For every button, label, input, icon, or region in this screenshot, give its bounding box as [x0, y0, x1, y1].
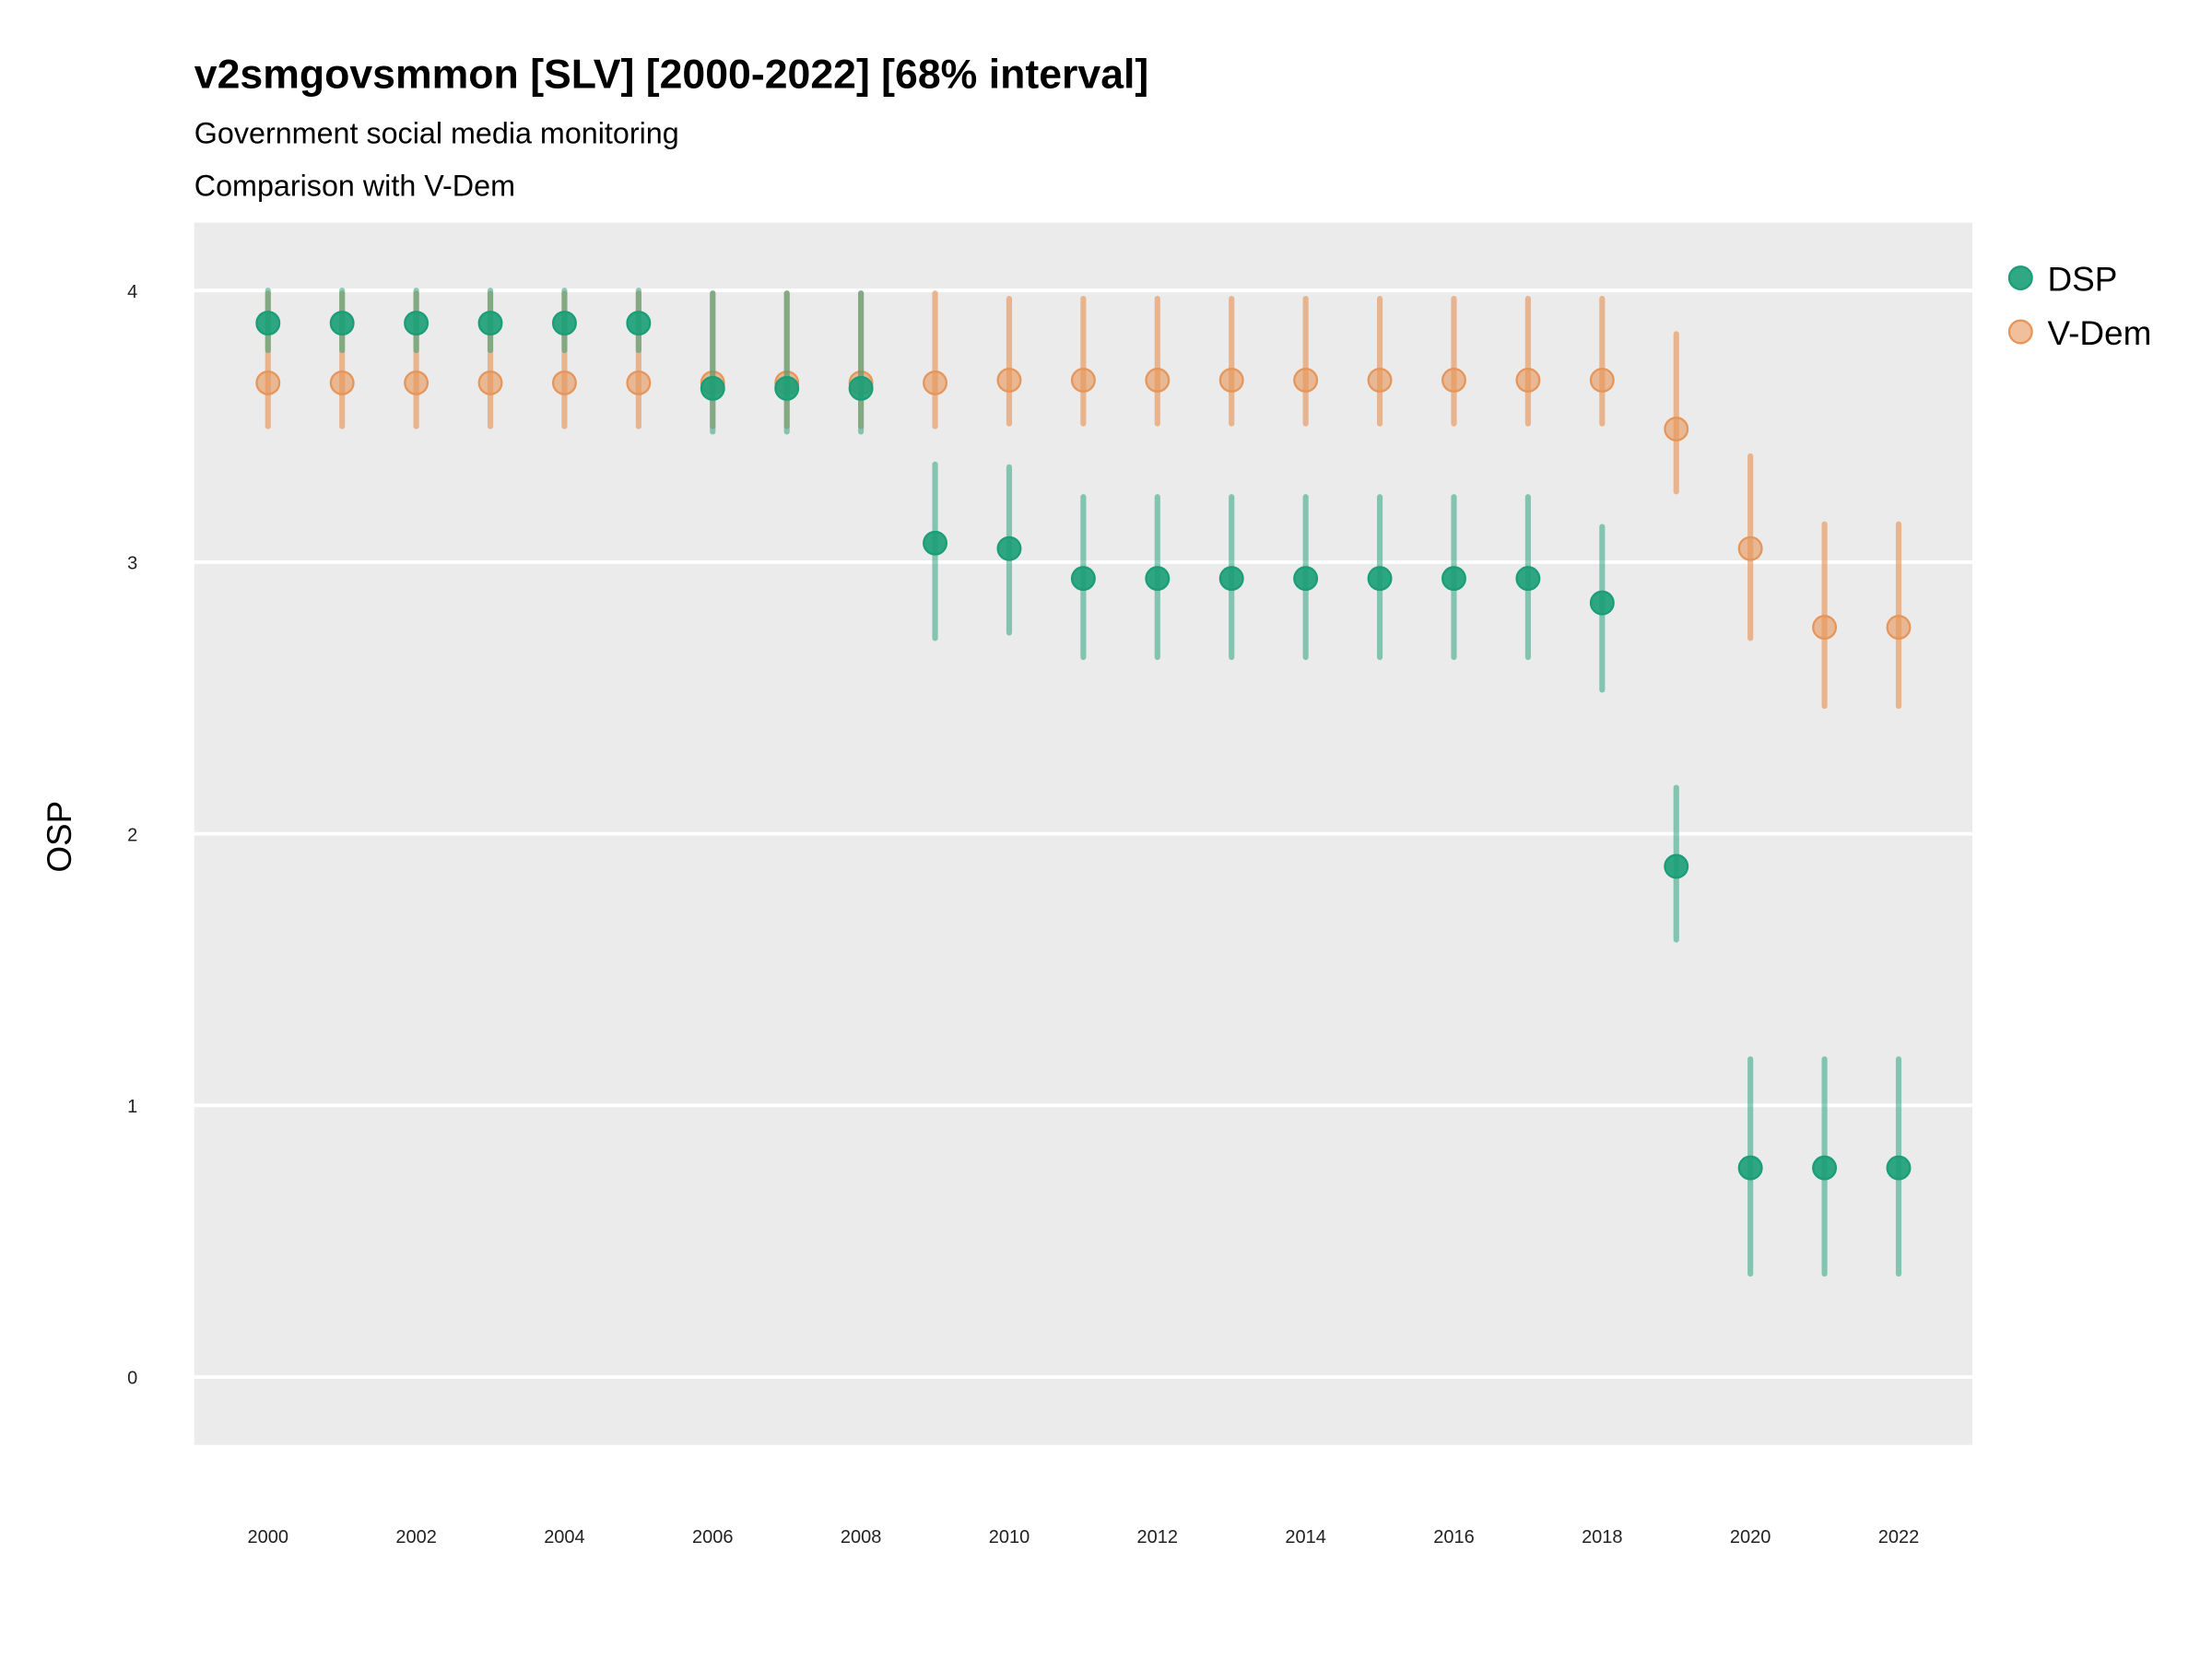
x-tick-label: 2006: [692, 1527, 733, 1547]
x-tick-label: 2000: [248, 1527, 289, 1547]
vdem-point: [1293, 368, 1319, 393]
dsp-point: [1441, 566, 1466, 592]
vdem-point: [329, 370, 355, 395]
vdem-point: [404, 370, 429, 395]
dsp-point: [996, 535, 1022, 561]
legend-marker-dsp: [2007, 265, 2033, 290]
dsp-point: [551, 311, 577, 336]
legend-marker-vdem: [2007, 319, 2033, 345]
dsp-point: [923, 530, 948, 556]
vdem-point: [1664, 417, 1689, 441]
dsp-point: [1145, 566, 1171, 592]
x-tick-label: 2016: [1433, 1527, 1475, 1547]
vdem-point: [1441, 368, 1466, 393]
vdem-point: [1886, 615, 1912, 641]
dsp-point: [1070, 566, 1096, 592]
dsp-point: [1812, 1155, 1838, 1181]
x-tick-label: 2012: [1137, 1527, 1179, 1547]
x-tick-label: 2004: [544, 1527, 585, 1547]
chart-subtitle: Government social media monitoring: [194, 116, 679, 149]
vdem-point: [1218, 368, 1244, 393]
dsp-point: [1737, 1155, 1763, 1181]
x-tick-label: 2020: [1730, 1527, 1771, 1547]
dsp-point: [848, 375, 874, 401]
x-tick-label: 2022: [1878, 1527, 1920, 1547]
dsp-point: [1367, 566, 1393, 592]
dsp-point: [1664, 853, 1689, 879]
y-tick-label: 1: [127, 1097, 137, 1117]
vdem-point: [551, 370, 577, 395]
dsp-point: [700, 375, 725, 401]
vdem-point: [255, 370, 281, 395]
y-tick-label: 4: [127, 282, 137, 302]
dsp-point: [1218, 566, 1244, 592]
vdem-point: [923, 370, 948, 395]
vdem-point: [1367, 368, 1393, 393]
chart-caption: Comparison with V-Dem: [194, 169, 515, 202]
dsp-point: [477, 311, 503, 336]
vdem-point: [996, 368, 1022, 393]
dsp-point: [1589, 590, 1615, 616]
x-tick-label: 2002: [395, 1527, 436, 1547]
dsp-point: [404, 311, 429, 336]
y-axis-label: OSP: [41, 801, 78, 873]
x-tick-label: 2018: [1582, 1527, 1623, 1547]
y-tick-label: 0: [127, 1369, 137, 1389]
vdem-point: [477, 370, 503, 395]
legend: DSP V-Dem: [2007, 260, 2152, 352]
x-tick-label: 2010: [989, 1527, 1030, 1547]
vdem-point: [1737, 535, 1763, 561]
dsp-point: [626, 311, 652, 336]
dsp-point: [255, 311, 281, 336]
legend-label-vdem: V-Dem: [2048, 314, 2152, 352]
vdem-point: [1070, 368, 1096, 393]
vdem-point: [1145, 368, 1171, 393]
chart-title: v2smgovsmmon [SLV] [2000-2022] [68% inte…: [194, 52, 1149, 97]
vdem-point: [626, 370, 652, 395]
dsp-point: [1293, 566, 1319, 592]
x-tick-label: 2008: [841, 1527, 882, 1547]
vdem-point: [1515, 368, 1541, 393]
x-tick-label: 2014: [1285, 1527, 1326, 1547]
dsp-point: [1886, 1155, 1912, 1181]
vdem-point: [1589, 368, 1615, 393]
vdem-point: [1812, 615, 1838, 641]
legend-label-dsp: DSP: [2048, 260, 2118, 298]
y-tick-label: 3: [127, 554, 137, 574]
y-tick-label: 2: [127, 825, 137, 845]
dsp-point: [774, 375, 800, 401]
dsp-point: [1515, 566, 1541, 592]
dsp-point: [329, 311, 355, 336]
